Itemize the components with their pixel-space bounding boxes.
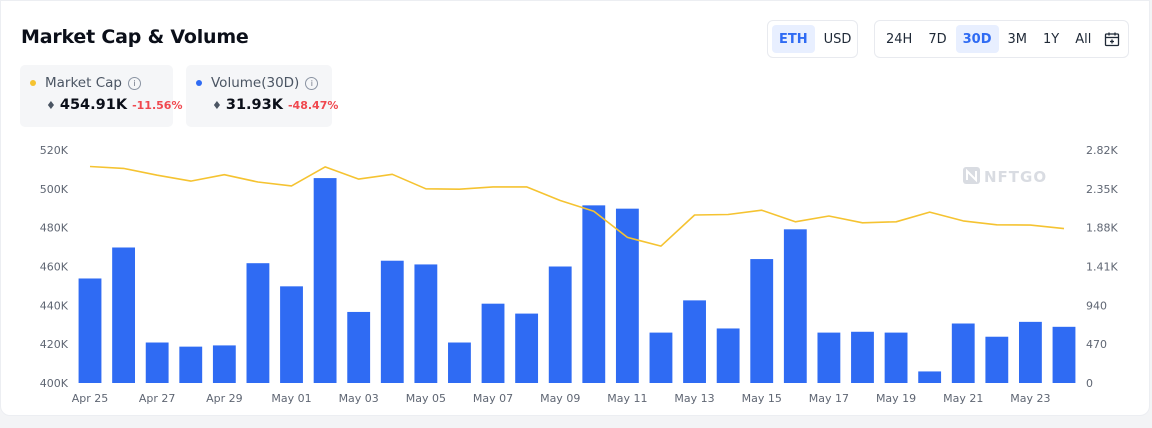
volume-bar[interactable] — [380, 260, 404, 383]
currency-toggle: ETH USD — [767, 20, 858, 58]
x-tick-label: May 03 — [339, 392, 379, 405]
range-24h-button[interactable]: 24H — [886, 31, 913, 47]
x-tick-label: May 21 — [943, 392, 983, 405]
watermark-text: NFTGO — [984, 168, 1047, 186]
market-cap-change: -11.56% — [132, 99, 183, 112]
volume-bar[interactable] — [649, 332, 673, 383]
volume-bar[interactable] — [145, 342, 169, 383]
volume-bar[interactable] — [246, 263, 270, 383]
nftgo-watermark: NFTGO — [963, 167, 1047, 186]
volume-bar[interactable] — [582, 205, 606, 383]
volume-bar[interactable] — [750, 259, 774, 383]
x-tick-label: May 13 — [674, 392, 714, 405]
y-right-tick-label: 0 — [1086, 377, 1093, 390]
volume-bar[interactable] — [1052, 326, 1076, 383]
volume-bar[interactable] — [615, 208, 639, 383]
x-tick-label: May 07 — [473, 392, 513, 405]
market-cap-legend-dot — [30, 80, 36, 86]
chart-title: Market Cap & Volume — [21, 26, 249, 48]
market-cap-stat: Market Cap i ♦ 454.91K -11.56% — [20, 65, 182, 127]
market-cap-label: Market Cap — [45, 75, 122, 91]
range-7d-button[interactable]: 7D — [928, 31, 947, 47]
volume-bar[interactable] — [179, 346, 203, 383]
info-icon[interactable]: i — [127, 76, 141, 90]
range-1y-button[interactable]: 1Y — [1043, 31, 1060, 47]
chart-card: Market Cap & Volume ETH USD 24H 7D 30D 3… — [0, 0, 1150, 416]
y-right-tick-label: 2.35K — [1086, 183, 1118, 196]
volume-label: Volume(30D) — [211, 75, 300, 91]
calendar-icon[interactable] — [1100, 25, 1124, 53]
y-left-tick-label: 460K — [40, 261, 69, 274]
y-right-tick-label: 470 — [1086, 338, 1107, 351]
volume-legend-dot — [196, 80, 202, 86]
y-left-tick-label: 400K — [40, 377, 69, 390]
y-left-tick-label: 480K — [40, 222, 69, 235]
volume-bar[interactable] — [280, 286, 303, 383]
volume-bar[interactable] — [951, 323, 975, 383]
market-cap-volume-chart: NFTGO 400K 420K 440K 460K 480K 500K 520K 0 470 9… — [40, 144, 1119, 405]
x-tick-label: May 17 — [809, 392, 849, 405]
y-right-tick-label: 2.82K — [1086, 144, 1118, 157]
eth-icon: ♦ — [46, 99, 56, 112]
volume-bar[interactable] — [548, 266, 572, 384]
volume-bar[interactable] — [515, 313, 539, 383]
volume-bar[interactable] — [851, 331, 874, 383]
x-tick-label: May 19 — [876, 392, 916, 405]
range-all-button[interactable]: All — [1075, 31, 1092, 47]
volume-bar[interactable] — [481, 303, 505, 383]
y-right-tick-label: 940 — [1086, 299, 1107, 312]
currency-usd-button[interactable]: USD — [823, 31, 852, 47]
y-left-tick-label: 520K — [40, 144, 69, 157]
volume-bar[interactable] — [918, 371, 942, 383]
volume-bar[interactable] — [1018, 321, 1042, 383]
currency-eth-button[interactable]: ETH — [772, 25, 815, 53]
y-right-tick-label: 1.41K — [1086, 261, 1118, 274]
volume-change: -48.47% — [287, 99, 339, 112]
volume-bar[interactable] — [985, 336, 1009, 383]
range-3m-button[interactable]: 3M — [1007, 31, 1028, 47]
x-tick-label: Apr 27 — [139, 392, 176, 405]
time-range-toggle: 24H 7D 30D 3M 1Y All — [874, 20, 1129, 58]
volume-bar[interactable] — [347, 311, 371, 383]
volume-bar[interactable] — [716, 328, 740, 383]
x-tick-label: May 01 — [271, 392, 311, 405]
volume-bar[interactable] — [212, 345, 236, 383]
volume-bar[interactable] — [884, 332, 908, 383]
x-tick-label: May 05 — [406, 392, 446, 405]
x-tick-label: May 15 — [742, 392, 782, 405]
x-tick-label: Apr 29 — [206, 392, 243, 405]
y-left-tick-label: 440K — [40, 299, 69, 312]
info-icon[interactable]: i — [305, 76, 319, 90]
volume-bar[interactable] — [78, 278, 102, 383]
x-tick-label: May 23 — [1010, 392, 1050, 405]
range-30d-button[interactable]: 30D — [955, 25, 999, 53]
volume-stat: Volume(30D) i ♦ 31.93K -48.47% — [186, 65, 338, 127]
volume-value: 31.93K — [225, 97, 283, 113]
volume-bar[interactable] — [683, 300, 706, 383]
y-left-tick-label: 500K — [40, 183, 69, 196]
market-cap-value: 454.91K — [59, 97, 128, 113]
x-tick-label: May 09 — [540, 392, 580, 405]
volume-bar[interactable] — [313, 178, 337, 383]
x-tick-label: Apr 25 — [72, 392, 109, 405]
x-tick-label: May 11 — [607, 392, 647, 405]
y-right-tick-label: 1.88K — [1086, 222, 1118, 235]
volume-bar[interactable] — [817, 332, 841, 383]
market-cap-line[interactable] — [89, 165, 1065, 247]
eth-icon: ♦ — [212, 99, 222, 112]
y-left-tick-label: 420K — [40, 338, 69, 351]
volume-bar[interactable] — [414, 264, 438, 383]
volume-bar[interactable] — [448, 342, 471, 383]
volume-bar[interactable] — [783, 229, 807, 383]
volume-bar[interactable] — [112, 247, 136, 383]
